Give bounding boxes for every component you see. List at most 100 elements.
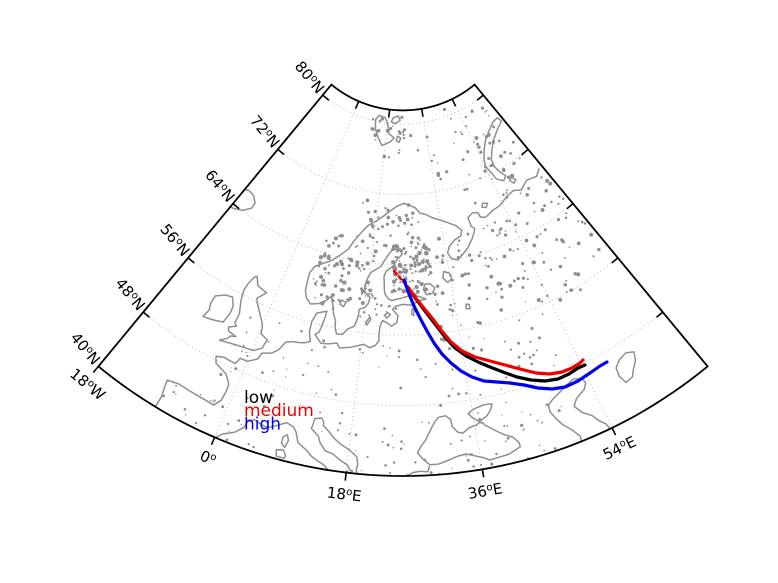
trajectory-low xyxy=(406,286,587,383)
speckle xyxy=(314,296,316,299)
speckle xyxy=(404,263,407,267)
speckle xyxy=(395,214,398,217)
speckle xyxy=(517,355,521,359)
speckle xyxy=(366,263,369,266)
speckle xyxy=(535,235,539,239)
speckle xyxy=(323,345,326,349)
speckle xyxy=(482,133,485,136)
speckle xyxy=(427,248,431,252)
speckle xyxy=(522,352,526,355)
speckle xyxy=(327,264,330,267)
speckle xyxy=(411,272,414,275)
speckle xyxy=(399,386,403,390)
speckle xyxy=(432,154,436,157)
coast-vaygach xyxy=(508,176,517,184)
speckle xyxy=(386,208,390,212)
speckle xyxy=(272,370,275,373)
speckle xyxy=(388,471,392,474)
speckle xyxy=(545,403,549,407)
speckle xyxy=(317,265,321,268)
speckle xyxy=(228,430,230,432)
speckle xyxy=(361,263,364,267)
speckle xyxy=(403,443,405,445)
speckle xyxy=(419,368,422,370)
speckle xyxy=(175,384,178,387)
coast-corsica xyxy=(280,433,290,449)
speckle xyxy=(360,301,365,305)
speckle xyxy=(371,295,374,297)
speckle xyxy=(306,362,309,365)
speckle xyxy=(410,245,412,248)
speckle xyxy=(402,275,405,277)
speckle xyxy=(331,241,335,245)
speckle xyxy=(410,223,413,227)
speckle xyxy=(540,300,544,303)
speckle xyxy=(465,125,468,128)
speckle xyxy=(338,299,342,303)
speckle xyxy=(406,232,409,236)
speckle xyxy=(545,294,549,298)
speckle xyxy=(416,149,420,152)
coast-lake-ladoga xyxy=(422,283,436,296)
speckle xyxy=(576,272,581,277)
speckle xyxy=(380,225,385,229)
speckle xyxy=(375,313,378,316)
speckle xyxy=(377,216,380,219)
speckle xyxy=(563,256,566,259)
speckle xyxy=(436,284,440,288)
speckle xyxy=(424,265,428,269)
speckle xyxy=(362,267,366,271)
speckle xyxy=(374,308,377,311)
speckle xyxy=(225,438,229,442)
speckle xyxy=(512,161,516,166)
speckle xyxy=(453,142,455,144)
speckle xyxy=(324,251,327,254)
speckle xyxy=(450,278,454,282)
lon-label-54: 54oE xyxy=(600,432,639,463)
speckle xyxy=(505,401,507,404)
speckle xyxy=(482,227,485,230)
speckle xyxy=(533,210,536,213)
speckle xyxy=(523,270,526,272)
speckle xyxy=(404,276,407,279)
speckle xyxy=(423,267,427,271)
speckle xyxy=(354,245,357,248)
lon-tick-top-36 xyxy=(420,108,424,117)
speckle xyxy=(465,391,468,395)
speckle xyxy=(525,222,529,225)
meridian-18 xyxy=(345,109,391,473)
speckle xyxy=(397,130,401,133)
speckle xyxy=(252,445,255,449)
speckle xyxy=(461,158,465,162)
speckle xyxy=(518,157,521,160)
speckle xyxy=(561,240,565,244)
speckle xyxy=(245,351,247,354)
speckle xyxy=(478,417,482,421)
speckle xyxy=(302,373,305,377)
lat-label-56: 56oN xyxy=(156,220,193,260)
speckle xyxy=(453,302,456,305)
speckle xyxy=(411,257,416,261)
speckle xyxy=(424,375,427,379)
speckle xyxy=(310,349,313,352)
speckle xyxy=(479,463,482,466)
coast-rybinsk xyxy=(465,303,471,310)
speckle xyxy=(435,255,439,259)
speckle xyxy=(247,443,250,446)
speckle xyxy=(463,272,467,276)
speckle xyxy=(315,280,318,283)
trajectories xyxy=(392,269,609,391)
speckle xyxy=(490,462,494,466)
lon-label-18: 18oE xyxy=(326,483,363,505)
speckle xyxy=(414,285,419,290)
speckle xyxy=(321,431,323,433)
speckle xyxy=(338,234,341,238)
coast-kolguyev xyxy=(481,202,489,209)
speckle xyxy=(263,397,265,400)
speckle xyxy=(556,218,561,222)
speckle xyxy=(273,389,275,391)
speckle xyxy=(495,291,497,293)
speckle xyxy=(501,414,503,416)
speckle xyxy=(422,243,426,247)
speckle xyxy=(391,264,397,270)
